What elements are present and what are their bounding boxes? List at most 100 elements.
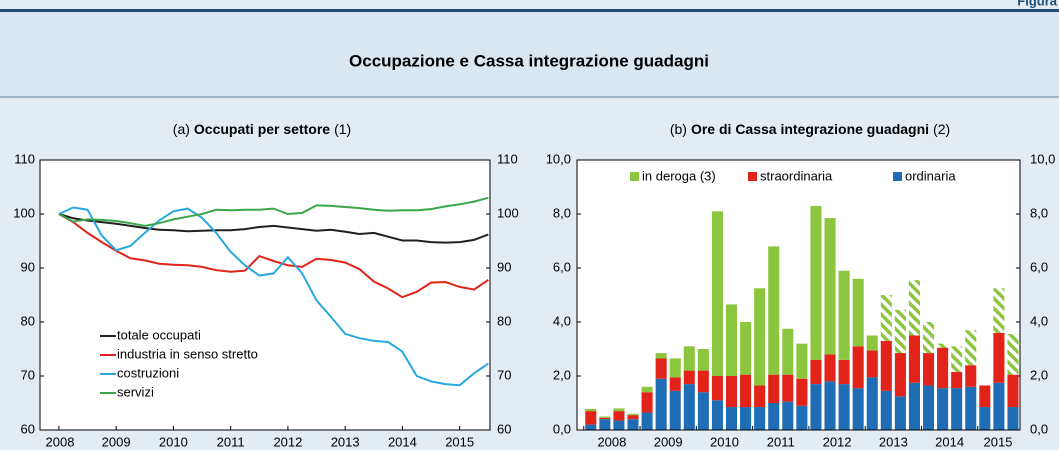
bar-segment	[852, 346, 864, 389]
x-tick-label: 2012	[273, 434, 302, 449]
bar-segment	[585, 408, 597, 412]
bar-segment	[683, 384, 695, 430]
bar-segment	[711, 376, 723, 401]
bar-segment	[922, 353, 935, 386]
series-line	[58, 213, 489, 299]
bar-segment	[669, 377, 681, 391]
y2-tick-label: 10,0	[1030, 151, 1055, 166]
x-tick-label: 2008	[46, 434, 75, 449]
bar-segment	[669, 358, 681, 378]
bar-segment	[768, 403, 780, 430]
y-tick-label: 110	[14, 151, 35, 166]
bar-segment	[796, 378, 808, 406]
bar-segment	[627, 415, 639, 420]
top-rule	[0, 9, 1059, 12]
bar-segment	[838, 270, 850, 360]
bar-segment	[965, 386, 977, 430]
y2-tick-label: 6,0	[1030, 259, 1048, 274]
bar-segment	[824, 218, 836, 355]
x-tick-label: 2011	[767, 434, 795, 449]
x-tick-label: 2008	[597, 434, 626, 449]
y-tick-label: 100	[13, 205, 35, 220]
bar-segment	[937, 343, 949, 348]
bar-segment	[669, 390, 681, 430]
bar-segment	[740, 374, 752, 408]
bar-segment	[1007, 374, 1019, 408]
bar-segment	[951, 371, 963, 389]
bar-segment	[908, 382, 920, 430]
y-tick-label: 90	[21, 259, 35, 274]
bar-segment	[697, 392, 709, 430]
bar-segment	[810, 205, 822, 360]
x-tick-label: 2013	[879, 434, 908, 449]
bar-segment	[993, 382, 1005, 430]
y-tick-label: 4,0	[553, 313, 571, 328]
series-line	[58, 206, 489, 387]
y-tick-label: 10,0	[546, 151, 571, 166]
y-tick-label: 80	[21, 313, 35, 328]
bar-segment	[599, 417, 611, 420]
plot-area	[40, 160, 490, 430]
legend-label: servizi	[117, 384, 154, 399]
x-tick-label: 2013	[331, 434, 360, 449]
bar-segment	[838, 384, 850, 430]
y-tick-label: 8,0	[553, 205, 571, 220]
y-tick-label: 70	[21, 367, 35, 382]
panel-title: (a) Occupati per settore (1)	[173, 121, 351, 137]
bar-segment	[796, 343, 808, 379]
bar-segment	[613, 408, 625, 412]
figure-title: Occupazione e Cassa integrazione guadagn…	[349, 51, 709, 70]
bar-segment	[585, 424, 597, 430]
bar-segment	[697, 349, 709, 371]
panel-title-text: Occupati per settore	[194, 121, 330, 137]
bar-segment	[725, 304, 738, 376]
x-tick-label: 2014	[388, 434, 417, 449]
bar-segment	[768, 246, 780, 375]
header-band	[0, 12, 1059, 97]
bar-segment	[782, 401, 794, 430]
bar-segment	[725, 376, 738, 408]
bar-segment	[824, 381, 836, 430]
bar-segment	[627, 413, 639, 416]
legend-label: in deroga (3)	[642, 168, 716, 183]
bar-segment	[979, 385, 991, 408]
bar-segment	[993, 288, 1005, 333]
x-tick-label: 2015	[445, 434, 474, 449]
bar-segment	[641, 392, 653, 413]
bar-segment	[782, 328, 794, 375]
bar-segment	[599, 416, 611, 418]
panel-title-text: Ore di Cassa integrazione guadagni	[691, 121, 929, 137]
bar-segment	[993, 332, 1005, 383]
x-tick-label: 2014	[935, 434, 964, 449]
x-tick-label: 2009	[654, 434, 683, 449]
bar-segment	[810, 359, 822, 385]
bar-segment	[585, 411, 597, 425]
bar-segment	[894, 396, 906, 430]
y2-tick-label: 60	[497, 421, 511, 436]
bar-segment	[908, 280, 920, 336]
y2-tick-label: 4,0	[1030, 313, 1048, 328]
bar-segment	[965, 365, 977, 387]
bar-segment	[908, 335, 920, 383]
bar-segment	[880, 340, 892, 391]
y2-tick-label: 100	[497, 205, 519, 220]
panel-note: (1)	[334, 121, 351, 137]
bar-segment	[852, 278, 864, 347]
legend-label: straordinaria	[760, 168, 833, 183]
y2-tick-label: 90	[497, 259, 511, 274]
bar-segment	[782, 374, 794, 402]
bar-segment	[655, 378, 667, 430]
legend-label: ordinaria	[905, 168, 956, 183]
y2-tick-label: 2,0	[1030, 367, 1048, 382]
figure-label: Figura	[1017, 0, 1057, 8]
bar-segment	[754, 288, 766, 386]
bar-segment	[852, 388, 864, 430]
plot-frame	[39, 159, 491, 431]
bar-segment	[641, 386, 653, 393]
x-tick-label: 2012	[823, 434, 852, 449]
bar-segment	[965, 330, 977, 366]
x-tick-label: 2010	[159, 434, 188, 449]
bar-segment	[824, 354, 836, 382]
legend-swatch	[748, 172, 757, 181]
